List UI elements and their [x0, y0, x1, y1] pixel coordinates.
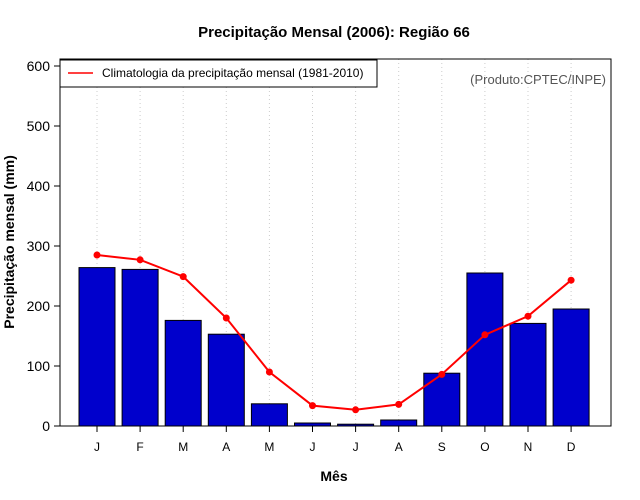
x-tick-label-9: S	[438, 440, 446, 454]
bar-11	[509, 322, 547, 427]
climatology-point-12	[567, 276, 575, 284]
y-tick-label: 200	[27, 298, 51, 314]
x-tick-label-5: M	[264, 440, 274, 454]
bar-1	[78, 267, 116, 427]
climatology-point-1	[93, 251, 101, 259]
climatology-point-6	[309, 402, 316, 410]
climatology-point-2	[136, 256, 144, 264]
y-tick-label: 300	[27, 238, 51, 254]
climatology-point-5	[265, 368, 273, 376]
y-axis-title: Precipitação mensal (mm)	[1, 155, 17, 329]
x-tick-label-1: J	[94, 440, 100, 454]
y-tick-label: 400	[27, 178, 51, 194]
bar-5	[250, 403, 288, 427]
legend-label-climatology: Climatologia da precipitação mensal (198…	[102, 66, 363, 80]
x-tick-label-12: D	[567, 440, 576, 454]
x-tick-label-11: N	[524, 440, 533, 454]
plot-frame	[59, 58, 612, 427]
bar-2	[121, 268, 159, 427]
bar-12	[552, 308, 590, 427]
y-axis: 0 100 200 300 400 500 600	[27, 58, 60, 434]
y-tick-label: 600	[27, 58, 51, 74]
x-axis-title: Mês	[320, 468, 347, 484]
chart-title: Precipitação Mensal (2006): Região 66	[198, 24, 470, 41]
bar-10	[466, 272, 504, 427]
x-tick-label-6: J	[310, 440, 316, 454]
x-tick-label-2: F	[136, 440, 143, 454]
climatology-point-7	[352, 406, 360, 414]
climatology-line	[96, 254, 572, 411]
climatology-point-3	[179, 273, 187, 281]
x-tick-label-3: M	[178, 440, 188, 454]
climatology-point-11	[524, 312, 532, 320]
x-tick-label-4: A	[222, 440, 230, 454]
x-tick-label-7: J	[353, 440, 359, 454]
climatology-point-4	[222, 314, 230, 322]
bar-3	[164, 319, 202, 427]
y-tick-label: 500	[27, 118, 51, 134]
climatology-point-8	[395, 400, 403, 408]
bar-4	[207, 333, 245, 427]
x-tick-label-8: A	[395, 440, 403, 454]
x-tick-label-10: O	[480, 440, 489, 454]
legend-box	[59, 59, 378, 88]
plot-area	[78, 59, 590, 427]
source-annotation: (Produto:CPTEC/INPE)	[470, 72, 606, 87]
bar-9	[423, 372, 461, 427]
climatology-point-10	[481, 331, 489, 339]
bar-8	[380, 419, 418, 427]
legend: Climatologia da precipitação mensal (198…	[59, 59, 378, 88]
y-tick-label: 100	[27, 358, 51, 374]
y-tick-label: 0	[42, 418, 50, 434]
climatology-point-9	[438, 370, 446, 378]
